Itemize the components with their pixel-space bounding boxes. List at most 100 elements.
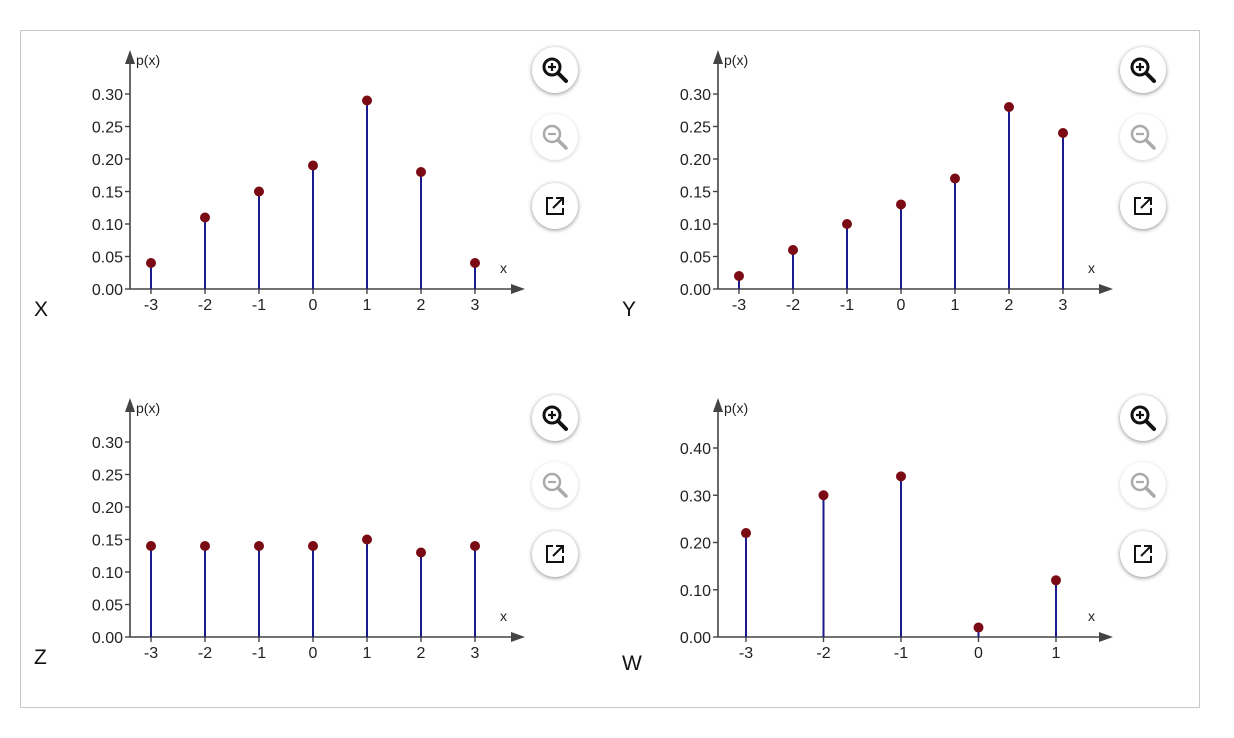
y-tick-label: 0.15 xyxy=(92,533,123,550)
stem-marker xyxy=(896,199,906,210)
y-tick-label: 0.20 xyxy=(92,500,123,517)
open-external-button[interactable] xyxy=(1120,531,1166,577)
x-axis-arrow xyxy=(1099,632,1113,642)
zoom-out-button[interactable] xyxy=(532,462,578,508)
x-tick-label: -3 xyxy=(739,645,753,662)
stem-marker xyxy=(788,245,798,255)
zoom-out-icon xyxy=(542,472,568,498)
x-tick-label: 2 xyxy=(417,645,426,662)
y-axis-arrow xyxy=(713,398,723,412)
x-axis-label: x xyxy=(500,608,507,624)
x-tick-label: 0 xyxy=(897,297,906,314)
y-tick-label: 0.25 xyxy=(680,120,711,137)
y-tick-label: 0.00 xyxy=(680,630,711,647)
x-tick-label: 1 xyxy=(951,297,960,314)
y-tick-label: 0.30 xyxy=(680,87,711,104)
zoom-out-icon xyxy=(1130,124,1156,150)
chart-panel-y: p(x) x 0.00 0.05 0.10 0.15 0.20 0.25 0.30 -3 -2 -1 0… xyxy=(618,40,1198,340)
stem-marker xyxy=(896,471,906,482)
y-tick-label: 0.20 xyxy=(680,152,711,169)
stem-marker xyxy=(842,219,852,229)
x-tick-label: -1 xyxy=(840,297,854,314)
x-axis-arrow xyxy=(511,632,525,642)
open-external-icon xyxy=(1134,197,1152,215)
y-tick-label: 0.25 xyxy=(92,468,123,485)
y-tick-label: 0.25 xyxy=(92,120,123,137)
y-axis-label: p(x) xyxy=(724,52,748,68)
x-axis-label: x xyxy=(1088,260,1095,276)
variable-label: Z xyxy=(34,646,47,669)
stem-marker xyxy=(362,95,372,106)
stem-marker xyxy=(470,541,480,551)
x-tick-label: 2 xyxy=(417,297,426,314)
x-axis-arrow xyxy=(511,284,525,294)
zoom-in-icon xyxy=(542,405,568,431)
stem-marker xyxy=(470,258,480,268)
y-tick-label: 0.20 xyxy=(680,536,711,553)
stem-marker xyxy=(973,622,984,633)
x-axis-label: x xyxy=(500,260,507,276)
x-tick-label: 1 xyxy=(363,297,372,314)
zoom-out-icon xyxy=(542,124,568,150)
zoom-out-button[interactable] xyxy=(1120,462,1166,508)
open-external-icon xyxy=(546,197,564,215)
open-external-button[interactable] xyxy=(532,183,578,229)
chart-panel-z: p(x) x 0.00 0.05 0.10 0.15 0.20 0.25 0.30 -3 -2 -1 0… xyxy=(30,388,610,688)
x-tick-label: -2 xyxy=(816,645,830,662)
open-external-icon xyxy=(1134,545,1152,563)
stem-marker xyxy=(308,541,318,551)
y-tick-label: 0.00 xyxy=(92,630,123,647)
chart-z: p(x) x 0.00 0.05 0.10 0.15 0.20 0.25 0.30 -3 -2 -1 0… xyxy=(92,398,525,662)
zoom-in-button[interactable] xyxy=(532,395,578,441)
stem-marker xyxy=(416,167,426,177)
stem-marker xyxy=(254,541,264,551)
zoom-out-button[interactable] xyxy=(1120,114,1166,160)
x-tick-label: 0 xyxy=(974,645,983,662)
open-external-icon xyxy=(546,545,564,563)
x-tick-label: -3 xyxy=(144,297,158,314)
x-tick-label: -2 xyxy=(786,297,800,314)
stem-marker xyxy=(362,534,372,545)
y-axis-arrow xyxy=(125,398,135,412)
stem-marker xyxy=(146,258,156,268)
stem-marker xyxy=(1058,128,1068,138)
y-tick-label: 0.40 xyxy=(680,441,711,458)
x-tick-label: -2 xyxy=(198,297,212,314)
chart-panel-w: p(x) x 0.00 0.10 0.20 0.30 0.40 -3 -2 -1 0 1 W xyxy=(618,388,1198,688)
y-tick-label: 0.15 xyxy=(92,185,123,202)
figure-frame xyxy=(20,30,1200,708)
y-tick-label: 0.30 xyxy=(680,488,711,505)
y-axis-arrow xyxy=(125,50,135,64)
y-axis-label: p(x) xyxy=(136,52,160,68)
x-tick-label: -2 xyxy=(198,645,212,662)
x-tick-label: 3 xyxy=(1059,297,1068,314)
stem-marker xyxy=(308,160,318,171)
zoom-in-button[interactable] xyxy=(532,47,578,93)
stem-marker xyxy=(200,541,210,551)
y-tick-label: 0.05 xyxy=(92,598,123,615)
x-tick-label: -1 xyxy=(894,645,908,662)
y-axis-label: p(x) xyxy=(136,400,160,416)
variable-label: Y xyxy=(622,298,637,321)
x-tick-label: 1 xyxy=(363,645,372,662)
y-tick-label: 0.20 xyxy=(92,152,123,169)
stem-marker xyxy=(146,541,156,551)
x-tick-label: 2 xyxy=(1005,297,1014,314)
variable-label: W xyxy=(622,652,642,675)
y-tick-label: 0.10 xyxy=(680,217,711,234)
zoom-in-icon xyxy=(1130,57,1156,83)
open-external-button[interactable] xyxy=(1120,183,1166,229)
zoom-out-button[interactable] xyxy=(532,114,578,160)
y-tick-label: 0.00 xyxy=(680,282,711,299)
y-tick-label: 0.05 xyxy=(680,250,711,267)
zoom-in-button[interactable] xyxy=(1120,47,1166,93)
chart-panel-x: p(x) x 0.00 0.05 0.10 0.15 0.20 0.25 0.30 -3 -2 -1 0… xyxy=(30,40,610,340)
zoom-out-icon xyxy=(1130,472,1156,498)
x-tick-label: 1 xyxy=(1052,645,1061,662)
stem-marker xyxy=(254,186,264,197)
zoom-in-button[interactable] xyxy=(1120,395,1166,441)
stem-marker xyxy=(741,528,751,539)
y-tick-label: 0.10 xyxy=(92,217,123,234)
open-external-button[interactable] xyxy=(532,531,578,577)
stem-marker xyxy=(950,173,960,184)
